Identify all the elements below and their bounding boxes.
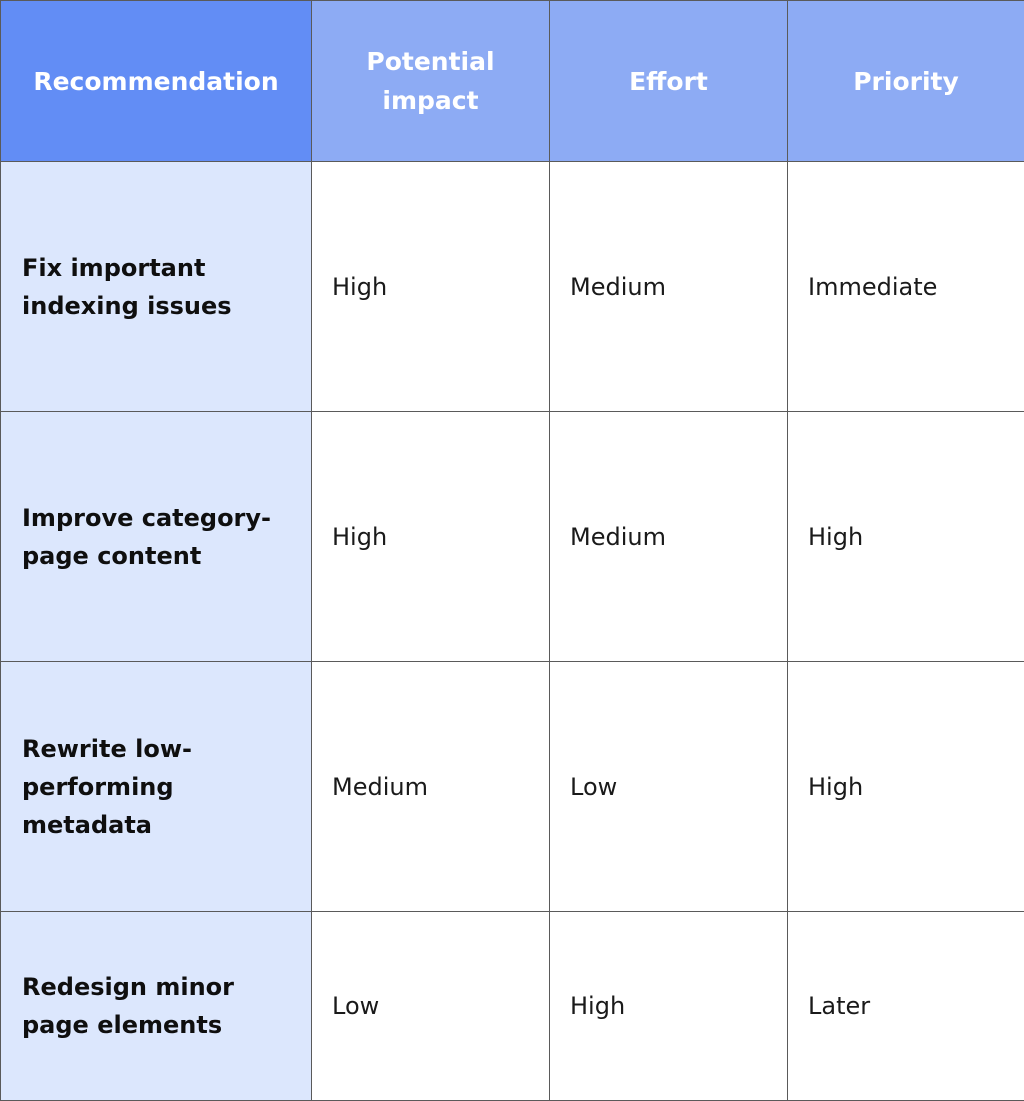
column-header-priority: Priority	[788, 1, 1024, 162]
recommendation-cell: Redesign minor page elements	[1, 912, 312, 1101]
column-header-recommendation: Recommendation	[1, 1, 312, 162]
recommendation-cell: Rewrite low-performing metadata	[1, 662, 312, 912]
effort-cell: Medium	[550, 162, 788, 412]
impact-cell: Low	[312, 912, 550, 1101]
impact-cell: Medium	[312, 662, 550, 912]
impact-cell: High	[312, 412, 550, 662]
column-header-effort: Effort	[550, 1, 788, 162]
impact-cell: High	[312, 162, 550, 412]
priority-cell: High	[788, 662, 1024, 912]
priority-cell: High	[788, 412, 1024, 662]
table-row: Fix important indexing issues High Mediu…	[1, 162, 1024, 412]
table-row: Rewrite low-performing metadata Medium L…	[1, 662, 1024, 912]
effort-cell: Medium	[550, 412, 788, 662]
table-header-row: Recommendation Potential impact Effort P…	[1, 1, 1024, 162]
priority-cell: Immediate	[788, 162, 1024, 412]
effort-cell: High	[550, 912, 788, 1101]
recommendation-cell: Fix important indexing issues	[1, 162, 312, 412]
effort-cell: Low	[550, 662, 788, 912]
table-row: Improve category-page content High Mediu…	[1, 412, 1024, 662]
priority-cell: Later	[788, 912, 1024, 1101]
column-header-potential-impact: Potential impact	[312, 1, 550, 162]
table-row: Redesign minor page elements Low High La…	[1, 912, 1024, 1101]
recommendation-cell: Improve category-page content	[1, 412, 312, 662]
